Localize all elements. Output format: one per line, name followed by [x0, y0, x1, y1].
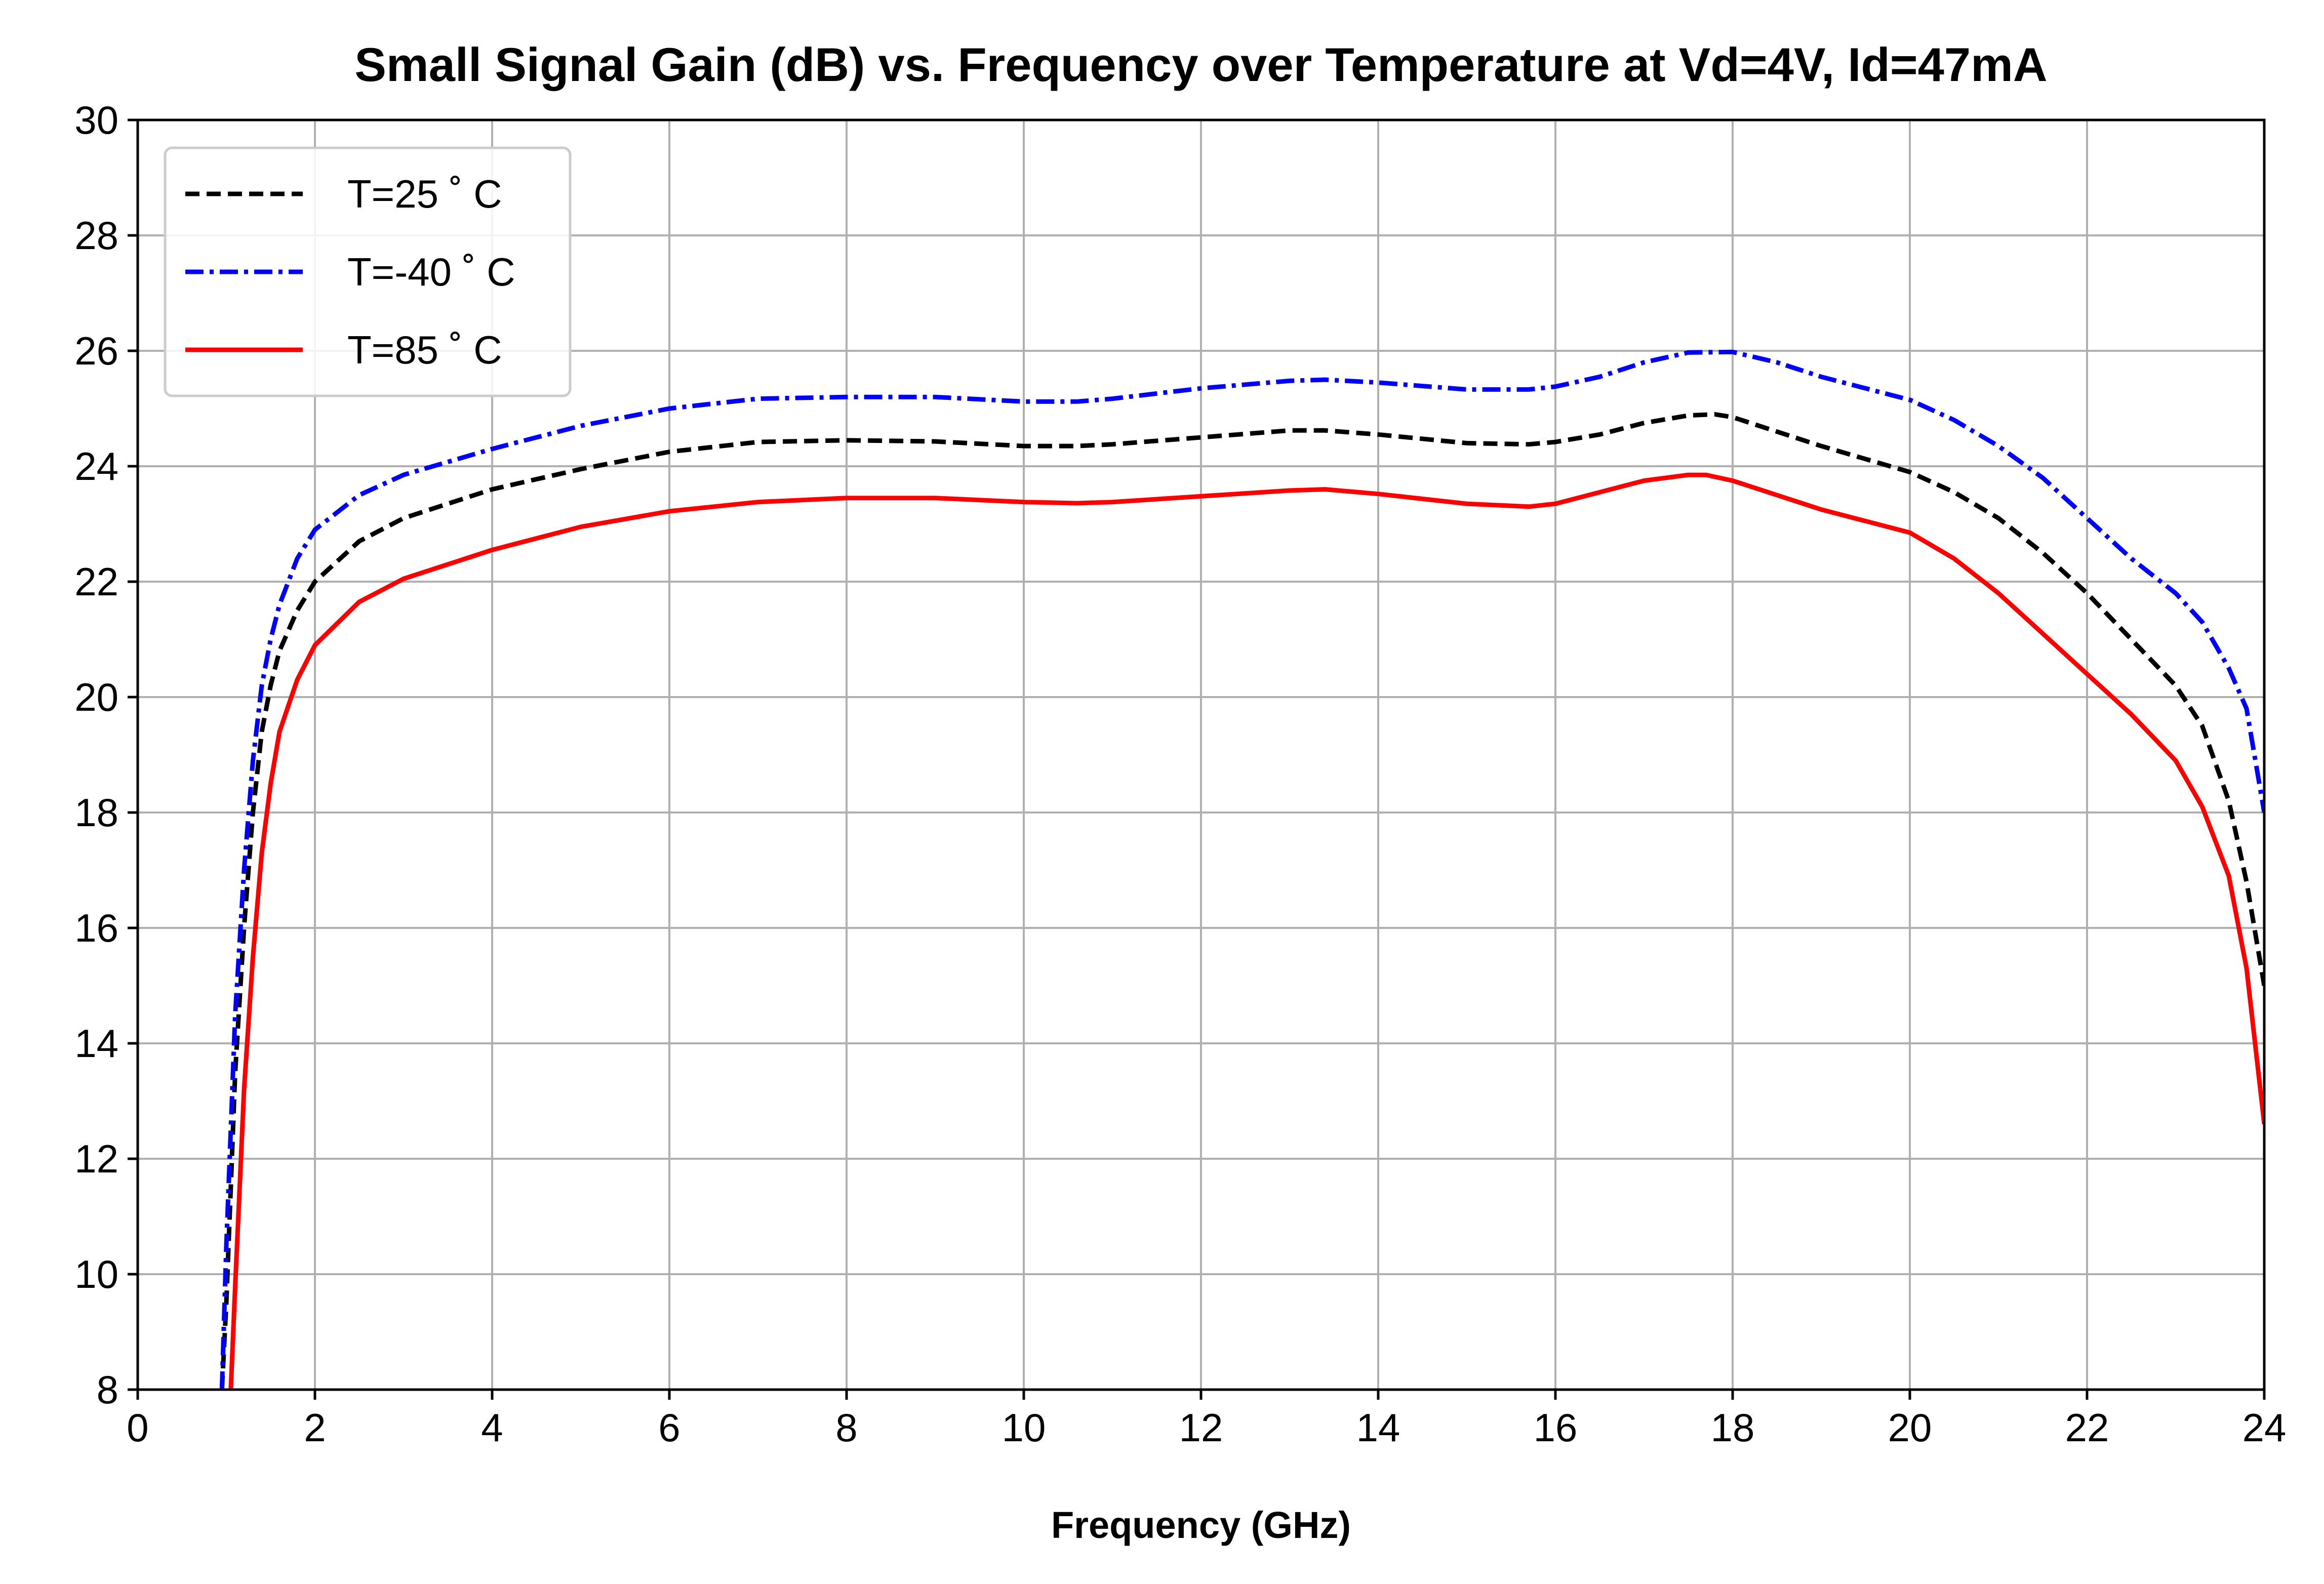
data-series	[219, 349, 2264, 1390]
legend: T=25 ˚ C T=-40 ˚ C T=85 ˚ C	[164, 146, 572, 397]
y-tick-label: 8	[97, 1367, 118, 1412]
x-tick-label: 12	[1179, 1405, 1223, 1450]
chart-title: Small Signal Gain (dB) vs. Frequency ove…	[354, 38, 2047, 91]
x-tick-label: 8	[835, 1405, 857, 1450]
y-tick-label: 24	[74, 444, 118, 489]
series-line-0	[219, 412, 2264, 1390]
y-tick-label: 12	[74, 1136, 118, 1181]
x-tick-label: 2	[304, 1405, 326, 1450]
x-tick-label: 10	[1002, 1405, 1046, 1450]
x-tick-label: 18	[1711, 1405, 1755, 1450]
axis-ticks: 0 2 4 6 8 10 12 14 16 18 20 22 248101214161820222426…	[74, 98, 2286, 1450]
x-tick-label: 4	[481, 1405, 503, 1450]
x-axis-label: Frequency (GHz)	[1051, 1504, 1351, 1546]
x-tick-label: 22	[2065, 1405, 2109, 1450]
y-tick-label: 26	[74, 329, 118, 373]
legend-label-0: T=25 ˚ C	[347, 172, 502, 216]
y-tick-label: 22	[74, 559, 118, 604]
legend-label-1: T=-40 ˚ C	[347, 250, 515, 294]
y-tick-label: 16	[74, 906, 118, 950]
legend-label-2: T=85 ˚ C	[347, 328, 502, 372]
x-tick-label: 14	[1356, 1405, 1400, 1450]
legend-entries: T=25 ˚ C T=-40 ˚ C T=85 ˚ C	[185, 172, 515, 372]
x-tick-label: 6	[658, 1405, 680, 1450]
x-tick-label: 16	[1534, 1405, 1578, 1450]
series-line-1	[219, 349, 2264, 1390]
y-tick-label: 10	[74, 1252, 118, 1296]
y-tick-label: 20	[74, 675, 118, 719]
y-tick-label: 30	[74, 98, 118, 142]
x-tick-label: 24	[2242, 1405, 2287, 1450]
y-tick-label: 18	[74, 790, 118, 835]
series-line-2	[228, 472, 2264, 1390]
x-tick-label: 20	[1888, 1405, 1932, 1450]
y-tick-label: 14	[74, 1021, 118, 1066]
y-tick-label: 28	[74, 213, 118, 258]
x-tick-label: 0	[127, 1405, 148, 1450]
legend-box	[164, 146, 572, 397]
